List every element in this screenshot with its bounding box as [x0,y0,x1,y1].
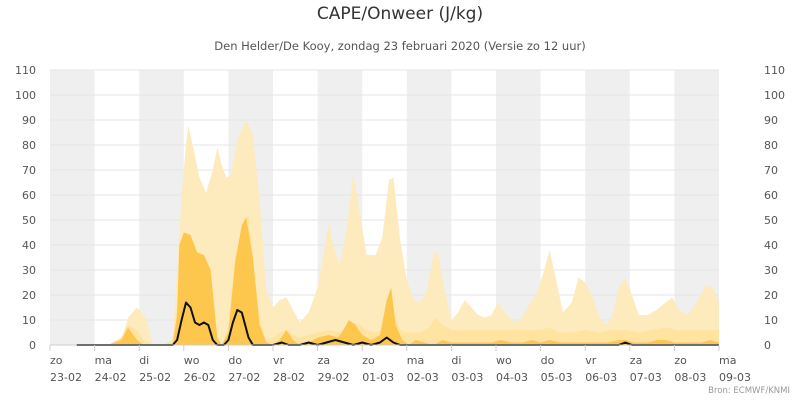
x-tick-label-day: za [318,354,331,367]
y-tick-label-right: 70 [764,164,778,177]
y-tick-label-left: 10 [22,314,36,327]
x-tick-label-date: 03-03 [451,371,483,384]
day-shade-band [50,70,95,345]
x-tick-label-date: 09-03 [719,371,751,384]
x-tick-label-date: 01-03 [362,371,394,384]
y-tick-label-right: 80 [764,139,778,152]
chart-title: CAPE/Onweer (J/kg) [316,4,484,24]
y-tick-label-right: 30 [764,264,778,277]
x-tick-label-day: wo [184,354,200,367]
x-tick-label-day: vr [585,354,597,367]
y-tick-label-left: 40 [22,239,36,252]
y-tick-label-left: 30 [22,264,36,277]
x-tick-label-day: ma [407,354,424,367]
x-tick-label-day: ma [95,354,112,367]
x-tick-label-date: 05-03 [541,371,573,384]
x-tick-label-day: do [541,354,555,367]
area-inner-band [81,217,719,345]
y-tick-label-left: 50 [22,214,36,227]
x-tick-label-date: 25-02 [139,371,171,384]
y-tick-label-right: 90 [764,114,778,127]
y-tick-label-left: 0 [29,339,36,352]
x-tick-label-date: 04-03 [496,371,528,384]
y-tick-label-left: 110 [15,64,36,77]
y-tick-label-right: 40 [764,239,778,252]
x-tick-label-day: wo [496,354,512,367]
y-tick-label-left: 100 [15,89,36,102]
x-tick-label-day: vr [273,354,285,367]
y-tick-label-right: 100 [764,89,785,102]
y-tick-label-right: 0 [764,339,771,352]
y-tick-label-right: 20 [764,289,778,302]
x-tick-label-day: zo [674,354,687,367]
y-tick-label-left: 90 [22,114,36,127]
y-tick-label-right: 60 [764,189,778,202]
x-tick-label-date: 28-02 [273,371,305,384]
x-tick-label-date: 24-02 [95,371,127,384]
x-tick-label-date: 29-02 [318,371,350,384]
y-tick-label-left: 80 [22,139,36,152]
y-tick-label-left: 70 [22,164,36,177]
chart-subtitle: Den Helder/De Kooy, zondag 23 februari 2… [214,39,586,53]
y-tick-label-right: 50 [764,214,778,227]
x-tick-label-day: zo [362,354,375,367]
x-tick-label-date: 07-03 [630,371,662,384]
y-tick-label-left: 20 [22,289,36,302]
x-tick-label-date: 23-02 [50,371,82,384]
x-tick-label-day: do [228,354,242,367]
x-tick-label-date: 08-03 [674,371,706,384]
x-tick-label-day: di [451,354,461,367]
x-tick-label-day: ma [719,354,736,367]
chart-credits: Bron: ECMWF/KNMI [708,386,790,396]
y-tick-label-right: 10 [764,314,778,327]
x-tick-label-day: za [630,354,643,367]
x-tick-label-date: 06-03 [585,371,617,384]
x-tick-label-date: 02-03 [407,371,439,384]
y-tick-label-left: 60 [22,189,36,202]
y-tick-label-right: 110 [764,64,785,77]
x-tick-label-day: di [139,354,149,367]
x-tick-label-date: 27-02 [228,371,260,384]
x-tick-label-day: zo [50,354,63,367]
x-tick-label-date: 26-02 [184,371,216,384]
